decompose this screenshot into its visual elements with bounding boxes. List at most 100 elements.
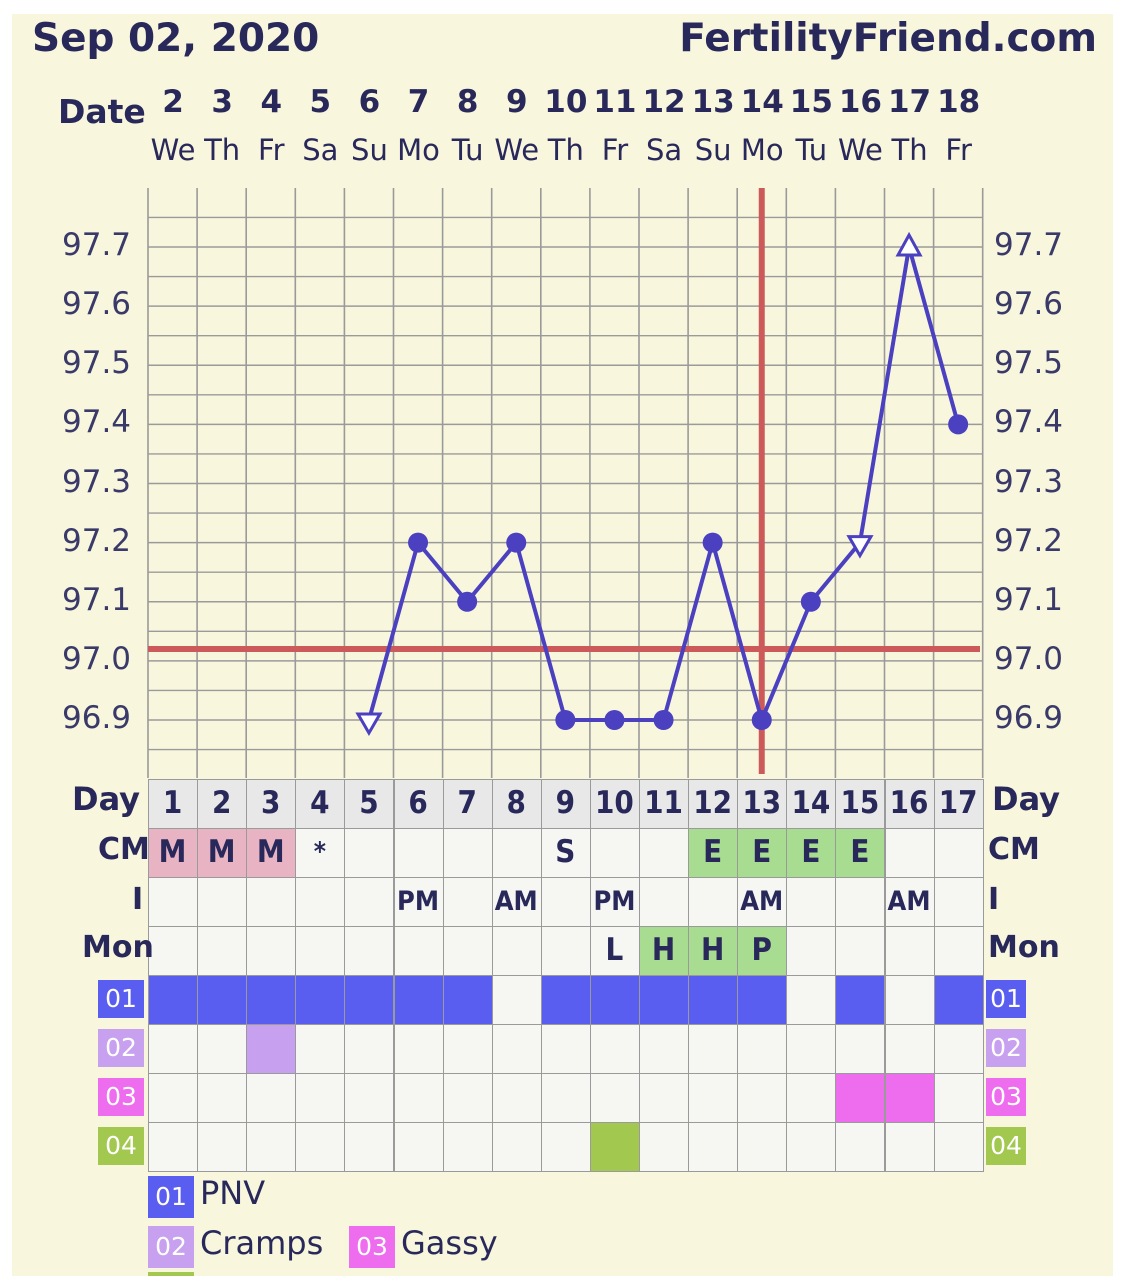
date-number: 5 bbox=[309, 84, 332, 120]
cm-value: E bbox=[801, 834, 821, 870]
symptom-cell bbox=[491, 1122, 542, 1172]
cm-cell bbox=[737, 828, 788, 878]
weekday: Sa bbox=[302, 133, 339, 167]
symptom-cell-filled bbox=[835, 1073, 886, 1123]
symptom-code-badge-left: 04 bbox=[98, 1127, 144, 1165]
weekday: Su bbox=[351, 133, 388, 167]
y-tick-label-left: 97.7 bbox=[62, 227, 132, 263]
i-cell bbox=[393, 877, 444, 927]
symptom-cell-filled bbox=[148, 975, 199, 1025]
cm-cell bbox=[589, 828, 640, 878]
symptom-cell bbox=[148, 1024, 199, 1074]
date-number: 13 bbox=[691, 84, 735, 120]
date-number: 4 bbox=[260, 84, 283, 120]
weekday: Tu bbox=[795, 133, 828, 167]
symptom-cell bbox=[148, 1122, 199, 1172]
weekday: We bbox=[150, 133, 196, 167]
mon-cell bbox=[197, 926, 248, 976]
y-tick-label-right: 97.5 bbox=[994, 345, 1064, 382]
temp-point bbox=[653, 710, 674, 730]
i-cell bbox=[295, 877, 346, 927]
temp-point bbox=[948, 414, 969, 435]
date-number: 18 bbox=[937, 84, 981, 120]
symptom-cell bbox=[639, 1073, 690, 1123]
symptom-cell-filled bbox=[884, 1073, 935, 1123]
mon-cell bbox=[442, 926, 493, 976]
mon-cell bbox=[148, 926, 199, 976]
cm-value: E bbox=[752, 834, 772, 870]
cycle-day-number: 16 bbox=[889, 785, 929, 821]
temp-point-open bbox=[355, 712, 383, 736]
symptom-cell bbox=[442, 1024, 493, 1074]
symptom-cell bbox=[786, 1122, 837, 1172]
y-tick-label-right: 97.4 bbox=[994, 404, 1064, 441]
cycle-day-number: 17 bbox=[938, 785, 978, 821]
mon-label-right: Mon bbox=[988, 930, 1060, 965]
symptom-cell bbox=[393, 1073, 444, 1123]
y-tick-label-right: 97.3 bbox=[994, 463, 1064, 500]
y-tick-label-right: 97.7 bbox=[994, 227, 1064, 263]
symptom-cell bbox=[688, 1122, 739, 1172]
chart-date: Sep 02, 2020 bbox=[32, 16, 320, 61]
legend-label: PNV bbox=[200, 1174, 266, 1212]
symptom-cell-filled bbox=[835, 975, 886, 1025]
mon-cell bbox=[688, 926, 739, 976]
symptom-cell bbox=[295, 1024, 346, 1074]
cycle-day-number: 1 bbox=[162, 785, 183, 821]
cycle-day-number: 9 bbox=[555, 785, 576, 821]
cycle-day-number: 15 bbox=[840, 785, 880, 821]
symptom-cell bbox=[786, 1024, 837, 1074]
weekday: Sa bbox=[645, 133, 683, 167]
symptom-cell bbox=[589, 1024, 640, 1074]
i-value: AM bbox=[740, 886, 784, 917]
mon-cell bbox=[884, 926, 935, 976]
mon-value: L bbox=[605, 932, 624, 968]
symptom-cell bbox=[344, 1122, 395, 1172]
legend-code-badge: 03 bbox=[349, 1226, 395, 1268]
symptom-cell-filled bbox=[295, 975, 346, 1025]
symptom-cell bbox=[295, 1122, 346, 1172]
cycle-day-number: 4 bbox=[310, 785, 330, 821]
symptom-cell bbox=[835, 1024, 886, 1074]
date-number: 8 bbox=[456, 84, 479, 120]
date-number: 14 bbox=[740, 84, 784, 120]
symptom-cell bbox=[639, 1122, 690, 1172]
date-number: 7 bbox=[407, 84, 430, 120]
cm-value: E bbox=[850, 834, 870, 870]
temp-point bbox=[751, 710, 772, 730]
symptom-cell bbox=[344, 1024, 395, 1074]
symptom-code-badge-right: 01 bbox=[986, 980, 1026, 1018]
symptom-cell bbox=[540, 1122, 591, 1172]
symptom-code-badge-left: 02 bbox=[98, 1029, 144, 1067]
symptom-cell bbox=[786, 1073, 837, 1123]
mon-value: P bbox=[751, 932, 772, 968]
symptom-cell bbox=[540, 1073, 591, 1123]
site-name[interactable]: FertilityFriend.com bbox=[679, 16, 1097, 61]
mon-cell bbox=[737, 926, 788, 976]
day-cell bbox=[246, 779, 297, 829]
y-tick-label-right: 97.0 bbox=[994, 640, 1064, 677]
symptom-cell bbox=[737, 1122, 788, 1172]
weekday: Mo bbox=[397, 133, 440, 167]
weekday: Fr bbox=[945, 133, 972, 167]
weekday: Su bbox=[694, 133, 732, 167]
cm-value: * bbox=[313, 837, 326, 867]
cm-value: E bbox=[703, 834, 723, 870]
day-cell bbox=[295, 779, 346, 829]
symptom-cell-filled bbox=[589, 1122, 640, 1172]
mon-value: H bbox=[651, 932, 676, 968]
i-cell bbox=[688, 877, 739, 927]
cm-value: M bbox=[256, 834, 285, 870]
y-tick-label-left: 97.4 bbox=[62, 404, 132, 441]
symptom-code-badge-left: 01 bbox=[98, 980, 144, 1018]
cycle-day-number: 5 bbox=[359, 785, 379, 821]
y-tick-label-left: 97.3 bbox=[62, 463, 132, 500]
day-cell bbox=[393, 779, 444, 829]
symptom-cell bbox=[148, 1073, 199, 1123]
temp-point bbox=[457, 591, 478, 612]
symptom-cell bbox=[786, 975, 837, 1025]
y-tick-label-right: 97.2 bbox=[994, 522, 1064, 559]
cm-value: M bbox=[158, 834, 187, 870]
y-tick-label-right: 97.6 bbox=[994, 286, 1064, 323]
